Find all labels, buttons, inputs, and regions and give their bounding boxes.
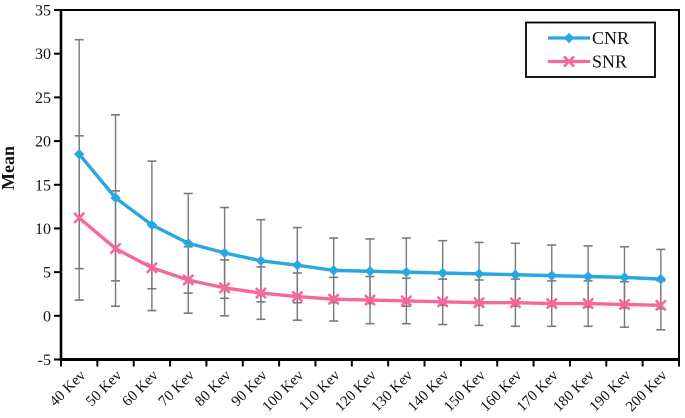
- cnr-marker: [619, 272, 630, 283]
- y-tick-label: 30: [35, 46, 51, 63]
- cnr-marker: [219, 247, 230, 259]
- y-tick-label: 15: [35, 177, 51, 194]
- x-axis-label: 200 Kev: [623, 367, 671, 415]
- x-axis-label: 50 Kev: [83, 367, 126, 410]
- y-tick-label: 0: [43, 308, 51, 325]
- legend-item-cnr-label: CNR: [592, 28, 629, 48]
- cnr-marker: [582, 271, 594, 282]
- snr-marker: [655, 299, 667, 311]
- snr-marker: [582, 297, 594, 310]
- snr-marker: [618, 298, 631, 311]
- legend-item-cnr-marker: [563, 32, 575, 44]
- cnr-marker: [73, 148, 85, 160]
- cnr-marker: [655, 273, 667, 285]
- cnr-marker: [473, 268, 485, 280]
- snr-marker: [291, 290, 303, 303]
- snr-marker: [546, 297, 558, 310]
- cnr-marker: [255, 255, 267, 266]
- snr-marker: [218, 282, 231, 294]
- x-axis-label: 60 Kev: [119, 367, 162, 410]
- y-tick-label: 20: [35, 134, 51, 151]
- cnr-marker: [183, 238, 194, 249]
- snr-marker: [109, 242, 122, 255]
- y-tick-label: 25: [35, 90, 51, 107]
- snr-marker: [146, 262, 158, 274]
- snr-marker: [437, 296, 449, 308]
- snr-marker: [364, 294, 376, 306]
- y-tick-label: 5: [43, 265, 51, 282]
- cnr-marker: [364, 266, 376, 277]
- cnr-marker: [328, 265, 339, 276]
- legend-item-snr-marker: [563, 55, 575, 68]
- y-tick-label: -5: [38, 352, 51, 369]
- snr-marker: [255, 287, 267, 299]
- y-tick-label: 10: [35, 221, 51, 238]
- legend-item-snr-label: SNR: [592, 52, 627, 72]
- cnr-marker: [292, 259, 303, 271]
- legend-box: [525, 21, 656, 78]
- snr-marker: [400, 295, 412, 307]
- snr-marker: [328, 293, 340, 305]
- snr-marker: [509, 297, 522, 309]
- y-tick-label: 35: [35, 3, 51, 20]
- cnr-marker: [546, 270, 557, 281]
- cnr-marker: [401, 266, 412, 278]
- cnr-marker: [110, 192, 121, 204]
- cnr-marker: [437, 267, 448, 279]
- snr-marker: [73, 212, 85, 224]
- x-axis-label: 40 Kev: [47, 367, 90, 410]
- cnr-marker: [510, 269, 521, 280]
- snr-marker: [473, 297, 485, 309]
- x-axis-label: 70 Kev: [156, 367, 199, 410]
- y-axis-title: Mean: [0, 146, 18, 190]
- snr-marker: [182, 274, 194, 286]
- cnr-marker: [146, 219, 158, 231]
- x-axis-label: 80 Kev: [192, 367, 235, 410]
